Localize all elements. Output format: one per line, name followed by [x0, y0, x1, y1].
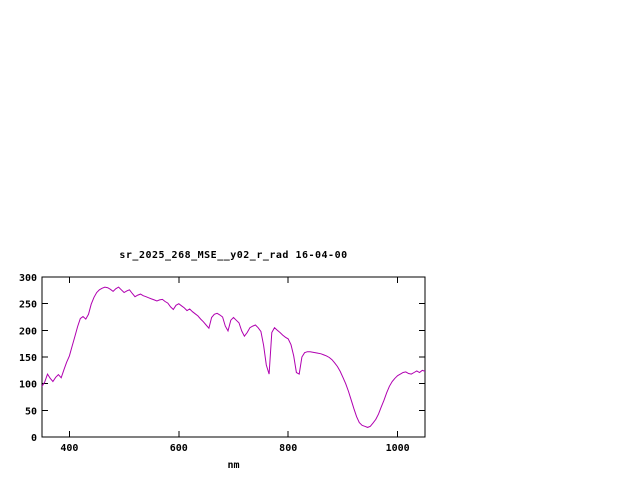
- y-tick-label: 150: [19, 353, 37, 364]
- plot-border: [41, 276, 426, 438]
- y-tick-label: 200: [19, 326, 37, 337]
- y-tick-label: 250: [19, 300, 37, 311]
- x-tick-label: 1000: [386, 443, 410, 454]
- x-axis-label: nm: [227, 460, 240, 471]
- y-tick-label: 100: [19, 380, 37, 391]
- y-tick-label: 300: [19, 273, 37, 284]
- spectrum-line: [41, 286, 426, 428]
- y-tick-label: 50: [25, 406, 37, 417]
- x-tick-label: 400: [60, 443, 78, 454]
- x-tick-label: 800: [279, 443, 297, 454]
- x-tick-label: 600: [170, 443, 188, 454]
- y-tick-label: 0: [31, 433, 37, 444]
- chart-title: sr_2025_268_MSE__y02_r_rad 16-04-00: [119, 250, 348, 261]
